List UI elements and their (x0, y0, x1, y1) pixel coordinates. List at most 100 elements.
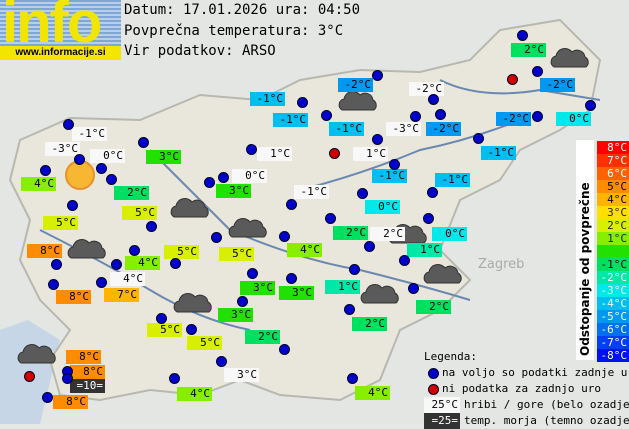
station-marker[interactable] (585, 100, 596, 111)
station-marker[interactable] (532, 111, 543, 122)
station-temperature[interactable]: -1°C (250, 92, 285, 106)
station-marker[interactable] (204, 177, 215, 188)
station-temperature[interactable]: 4°C (125, 256, 160, 270)
station-marker[interactable] (344, 304, 355, 315)
station-temperature[interactable]: 1°C (325, 280, 360, 294)
station-temperature[interactable]: 0°C (432, 227, 467, 241)
station-temperature[interactable]: -1°C (329, 122, 364, 136)
station-marker[interactable] (218, 172, 229, 183)
station-marker[interactable] (399, 255, 410, 266)
station-temperature[interactable]: 5°C (122, 206, 157, 220)
station-marker[interactable] (473, 133, 484, 144)
station-marker[interactable] (74, 154, 85, 165)
station-marker[interactable] (372, 70, 383, 81)
station-temperature[interactable]: 5°C (164, 245, 199, 259)
station-temperature[interactable]: 5°C (43, 216, 78, 230)
station-marker[interactable] (389, 159, 400, 170)
station-marker[interactable] (156, 313, 167, 324)
station-temperature[interactable]: 0°C (365, 200, 400, 214)
station-temperature[interactable]: 4°C (110, 272, 145, 286)
station-temperature[interactable]: -1°C (72, 127, 107, 141)
station-temperature[interactable]: 4°C (21, 177, 56, 191)
station-marker[interactable] (372, 134, 383, 145)
station-marker[interactable] (96, 277, 107, 288)
station-temperature[interactable]: -2°C (409, 82, 444, 96)
station-temperature[interactable]: 4°C (355, 386, 390, 400)
station-marker[interactable] (51, 259, 62, 270)
station-temperature[interactable]: -2°C (540, 78, 575, 92)
station-temperature[interactable]: 8°C (70, 365, 105, 379)
station-marker[interactable] (357, 188, 368, 199)
station-marker[interactable] (170, 258, 181, 269)
station-marker[interactable] (279, 231, 290, 242)
station-marker[interactable] (169, 373, 180, 384)
station-temperature[interactable]: 3°C (146, 150, 181, 164)
station-temperature[interactable]: 0°C (90, 149, 125, 163)
station-marker[interactable] (435, 109, 446, 120)
station-temperature[interactable]: -2°C (426, 122, 461, 136)
station-marker[interactable] (40, 165, 51, 176)
station-temperature[interactable]: 3°C (279, 286, 314, 300)
station-marker[interactable] (63, 119, 74, 130)
logo[interactable]: info www.informacije.si (0, 0, 121, 60)
station-temperature[interactable]: 2°C (511, 43, 546, 57)
station-temperature[interactable]: 2°C (114, 186, 149, 200)
station-marker[interactable] (532, 66, 543, 77)
station-temperature[interactable]: 8°C (53, 395, 88, 409)
station-temperature[interactable]: 7°C (104, 288, 139, 302)
logo-url[interactable]: www.informacije.si (0, 46, 121, 60)
station-temperature[interactable]: 5°C (187, 336, 222, 350)
station-temperature[interactable]: 3°C (218, 308, 253, 322)
station-temperature[interactable]: -2°C (338, 78, 373, 92)
station-temperature[interactable]: -3°C (45, 142, 80, 156)
station-marker[interactable] (186, 324, 197, 335)
station-temperature[interactable]: 4°C (287, 243, 322, 257)
station-temperature[interactable]: -3°C (386, 122, 421, 136)
station-temperature[interactable]: 0°C (232, 169, 267, 183)
station-temperature[interactable]: 3°C (224, 368, 259, 382)
station-marker[interactable] (246, 144, 257, 155)
station-temperature[interactable]: 8°C (27, 244, 62, 258)
station-no-data-marker[interactable] (24, 371, 35, 382)
station-temperature[interactable]: 2°C (370, 227, 405, 241)
station-marker[interactable] (428, 94, 439, 105)
station-temperature[interactable]: 5°C (147, 323, 182, 337)
station-no-data-marker[interactable] (507, 74, 518, 85)
station-temperature[interactable]: -1°C (273, 113, 308, 127)
station-temperature[interactable]: 0°C (556, 112, 591, 126)
station-marker[interactable] (111, 259, 122, 270)
station-marker[interactable] (410, 111, 421, 122)
station-temperature[interactable]: -2°C (496, 112, 531, 126)
station-marker[interactable] (349, 264, 360, 275)
station-marker[interactable] (297, 97, 308, 108)
station-marker[interactable] (427, 187, 438, 198)
station-temperature[interactable]: 2°C (352, 317, 387, 331)
station-marker[interactable] (286, 199, 297, 210)
station-marker[interactable] (106, 174, 117, 185)
station-temperature[interactable]: -1°C (481, 146, 516, 160)
station-marker[interactable] (42, 392, 53, 403)
station-temperature[interactable]: 3°C (240, 281, 275, 295)
station-marker[interactable] (237, 296, 248, 307)
station-marker[interactable] (408, 283, 419, 294)
station-marker[interactable] (67, 200, 78, 211)
station-marker[interactable] (517, 30, 528, 41)
station-marker[interactable] (48, 279, 59, 290)
station-marker[interactable] (138, 137, 149, 148)
station-marker[interactable] (423, 213, 434, 224)
station-temperature[interactable]: 1°C (407, 243, 442, 257)
station-temperature[interactable]: 5°C (219, 247, 254, 261)
station-marker[interactable] (286, 273, 297, 284)
station-temperature[interactable]: 3°C (216, 184, 251, 198)
station-marker[interactable] (216, 356, 227, 367)
station-no-data-marker[interactable] (329, 148, 340, 159)
station-temperature[interactable]: 2°C (416, 300, 451, 314)
station-marker[interactable] (96, 163, 107, 174)
station-marker[interactable] (129, 245, 140, 256)
station-temperature[interactable]: 8°C (56, 290, 91, 304)
station-marker[interactable] (247, 268, 258, 279)
station-temperature[interactable]: 2°C (333, 226, 368, 240)
station-temperature[interactable]: 1°C (353, 147, 388, 161)
station-marker[interactable] (146, 221, 157, 232)
station-marker[interactable] (321, 110, 332, 121)
